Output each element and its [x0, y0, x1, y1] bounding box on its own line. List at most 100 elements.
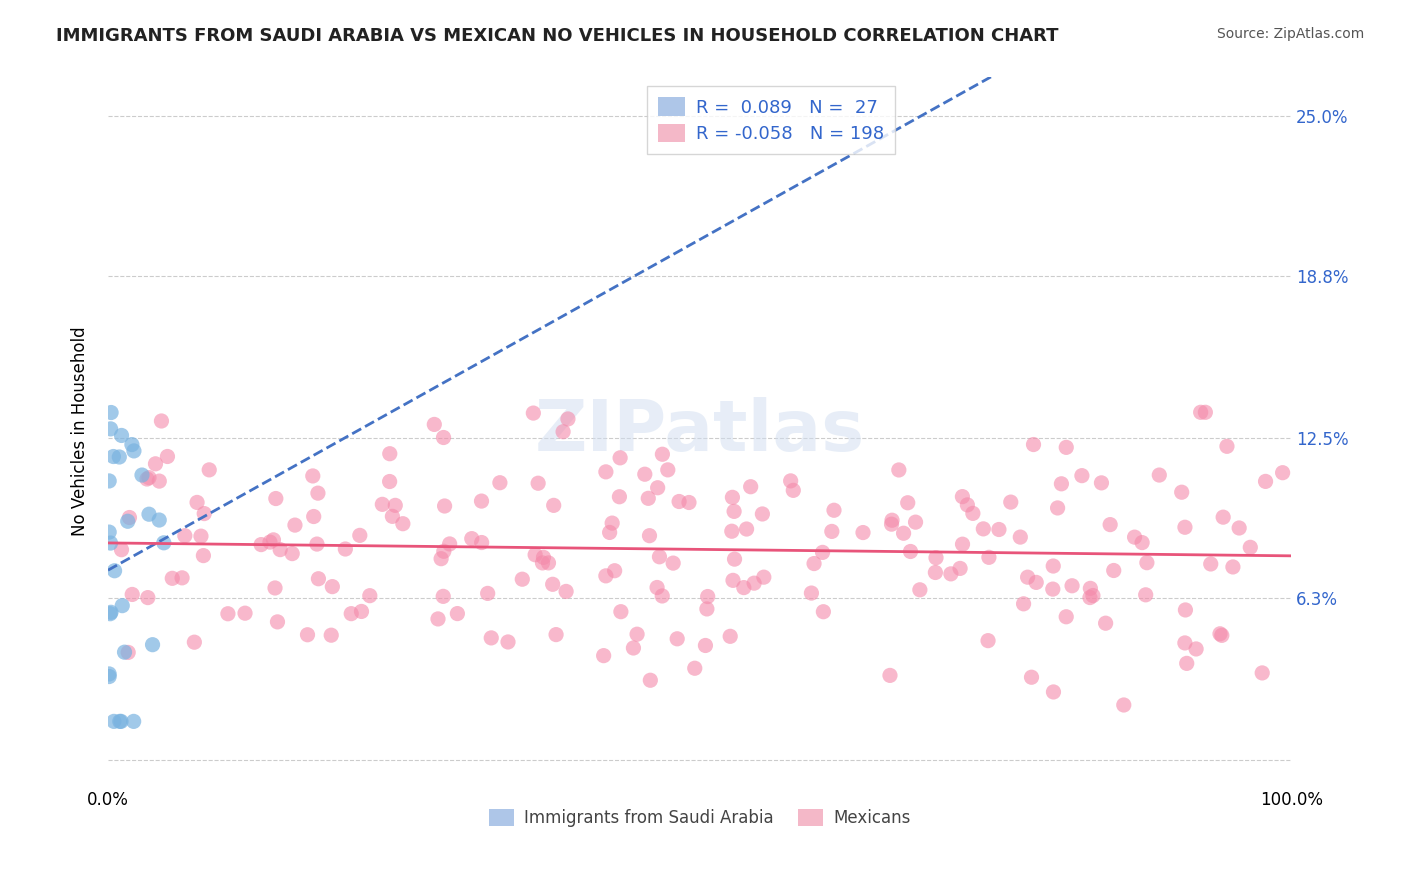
Point — [335, 541, 357, 556]
Point — [423, 417, 446, 432]
Point — [821, 524, 844, 539]
Point — [908, 582, 931, 597]
Point — [893, 526, 915, 541]
Point — [1060, 579, 1083, 593]
Point — [340, 607, 363, 621]
Point — [925, 550, 948, 565]
Point — [527, 476, 550, 491]
Point — [678, 495, 700, 509]
Point — [307, 486, 329, 500]
Point — [156, 450, 179, 464]
Point — [1046, 500, 1069, 515]
Point — [813, 605, 835, 619]
Point — [721, 574, 744, 588]
Text: IMMIGRANTS FROM SAUDI ARABIA VS MEXICAN NO VEHICLES IN HOUSEHOLD CORRELATION CHA: IMMIGRANTS FROM SAUDI ARABIA VS MEXICAN … — [56, 27, 1059, 45]
Point — [233, 606, 256, 620]
Point — [595, 465, 617, 479]
Point — [823, 503, 845, 517]
Point — [1254, 475, 1277, 489]
Point — [1174, 603, 1197, 617]
Point — [900, 544, 922, 558]
Point — [1099, 517, 1122, 532]
Point — [803, 557, 825, 571]
Point — [645, 581, 668, 595]
Point — [110, 428, 132, 442]
Point — [269, 542, 291, 557]
Point — [695, 639, 717, 653]
Point — [1211, 628, 1233, 642]
Point — [972, 522, 994, 536]
Point — [117, 645, 139, 659]
Point — [939, 566, 962, 581]
Y-axis label: No Vehicles in Household: No Vehicles in Household — [72, 326, 89, 536]
Point — [284, 518, 307, 533]
Point — [430, 551, 453, 566]
Point — [121, 587, 143, 601]
Point — [1042, 685, 1064, 699]
Point — [537, 556, 560, 570]
Point — [1149, 468, 1171, 483]
Point — [350, 604, 373, 618]
Point — [118, 510, 141, 524]
Point — [136, 591, 159, 605]
Point — [138, 470, 160, 484]
Point — [1070, 468, 1092, 483]
Point — [110, 714, 132, 729]
Point — [100, 605, 122, 619]
Point — [782, 483, 804, 498]
Point — [1194, 405, 1216, 419]
Point — [924, 566, 946, 580]
Point — [634, 467, 657, 482]
Point — [603, 564, 626, 578]
Point — [190, 529, 212, 543]
Point — [98, 607, 121, 621]
Point — [432, 430, 454, 444]
Point — [648, 549, 671, 564]
Point — [1271, 466, 1294, 480]
Point — [153, 536, 176, 550]
Point — [977, 550, 1000, 565]
Point — [264, 581, 287, 595]
Point — [250, 538, 273, 552]
Point — [439, 537, 461, 551]
Point — [98, 669, 121, 683]
Point — [1042, 559, 1064, 574]
Point — [742, 576, 765, 591]
Point — [186, 495, 208, 509]
Point — [392, 516, 415, 531]
Point — [952, 490, 974, 504]
Point — [879, 668, 901, 682]
Point — [108, 714, 131, 729]
Point — [122, 714, 145, 729]
Point — [1081, 589, 1104, 603]
Text: ZIPatlas: ZIPatlas — [534, 397, 865, 467]
Point — [122, 443, 145, 458]
Point — [647, 481, 669, 495]
Point — [103, 714, 125, 729]
Point — [1189, 405, 1212, 419]
Point — [557, 412, 579, 426]
Point — [721, 491, 744, 505]
Point — [103, 450, 125, 464]
Point — [381, 509, 404, 524]
Point — [533, 550, 555, 565]
Point — [471, 535, 494, 549]
Point — [108, 450, 131, 464]
Point — [510, 572, 533, 586]
Point — [384, 499, 406, 513]
Point — [1010, 530, 1032, 544]
Point — [359, 589, 381, 603]
Point — [259, 535, 281, 549]
Point — [740, 480, 762, 494]
Point — [100, 422, 122, 436]
Point — [266, 615, 288, 629]
Point — [100, 536, 122, 550]
Point — [696, 602, 718, 616]
Point — [723, 552, 745, 566]
Point — [1185, 642, 1208, 657]
Point — [433, 544, 456, 558]
Point — [1094, 616, 1116, 631]
Point — [683, 661, 706, 675]
Point — [307, 572, 329, 586]
Point — [626, 627, 648, 641]
